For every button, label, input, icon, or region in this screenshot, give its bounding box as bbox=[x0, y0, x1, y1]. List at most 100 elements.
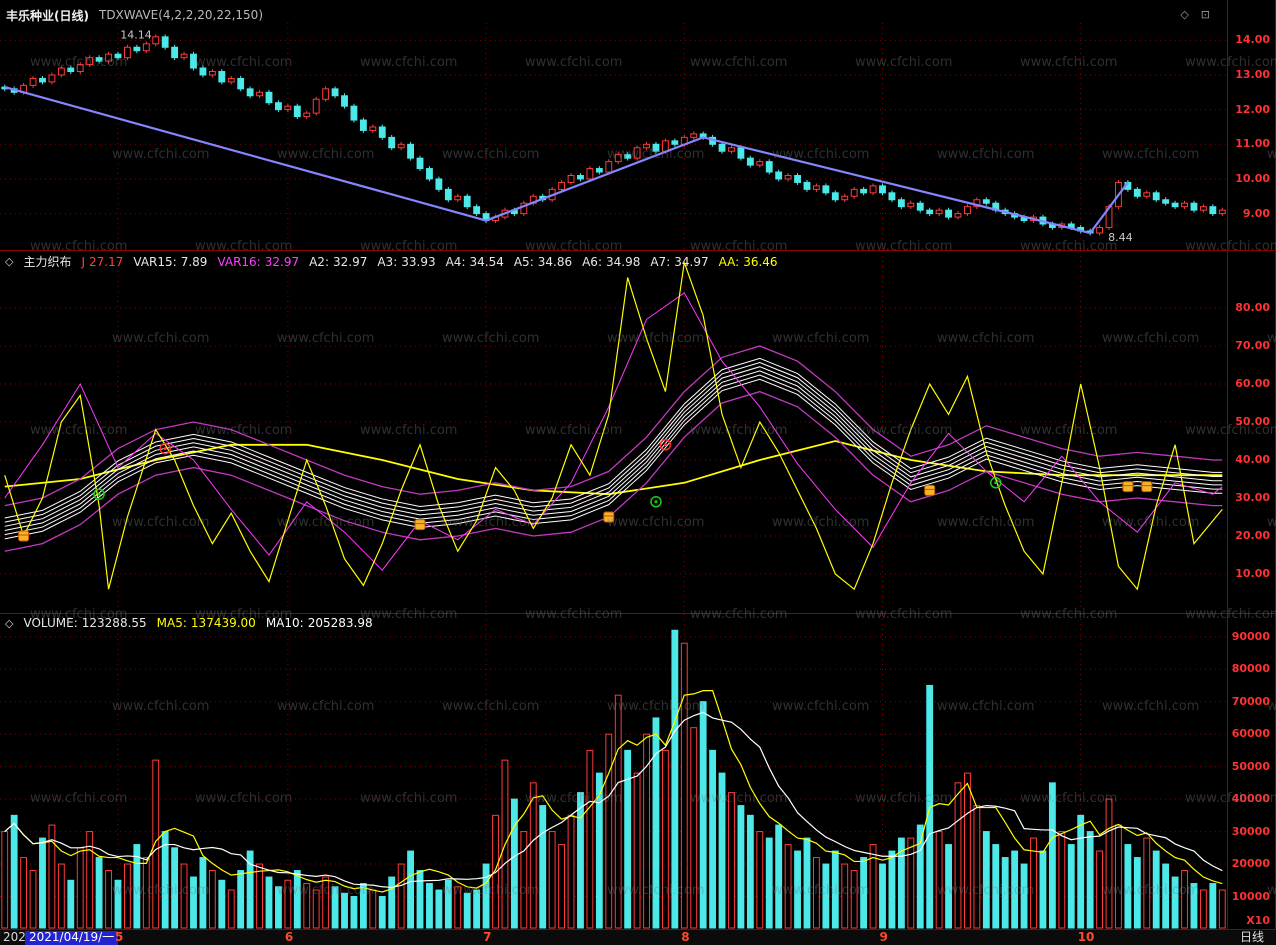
candlestick-plot[interactable]: 14.14 8.44 bbox=[0, 23, 1227, 250]
candle-body bbox=[397, 143, 405, 149]
volume-bar bbox=[1030, 837, 1037, 929]
volume-bar bbox=[860, 857, 868, 929]
candle-panel: 14.14 8.44 14.00 13.00 12.00 11.00 10.00 9.00 bbox=[0, 23, 1276, 250]
marker-bag-icon bbox=[603, 511, 615, 523]
axis-tick: 80000 bbox=[1231, 662, 1270, 676]
volume-bar bbox=[265, 876, 273, 929]
volume-bar bbox=[426, 883, 433, 929]
volume-bar bbox=[284, 879, 292, 929]
volume-bar bbox=[171, 847, 179, 929]
indicator-value: A7: 34.97 bbox=[650, 254, 709, 269]
volume-bar bbox=[992, 844, 1000, 929]
volume-bar bbox=[548, 831, 556, 929]
candle-body bbox=[728, 147, 735, 152]
volume-bar bbox=[973, 805, 981, 929]
volume-bar bbox=[907, 837, 915, 929]
candle-body bbox=[76, 64, 84, 73]
ma-line-MA10 bbox=[4, 711, 1223, 889]
candle-body bbox=[624, 154, 632, 159]
volume-bar bbox=[850, 870, 858, 929]
volume-bar bbox=[331, 886, 339, 929]
symbol-title: 丰乐种业(日线) bbox=[6, 8, 89, 23]
diamond-icon[interactable]: ◇ bbox=[1180, 8, 1189, 21]
window-icon[interactable]: ⊡ bbox=[1200, 8, 1210, 21]
candle-body bbox=[850, 188, 858, 197]
volume-bar bbox=[831, 850, 839, 929]
volume-bar bbox=[558, 844, 566, 929]
volume-bar bbox=[841, 863, 849, 929]
candle-body bbox=[275, 102, 282, 111]
candle-body bbox=[293, 105, 301, 118]
volume-bar bbox=[935, 831, 943, 929]
volume-plot[interactable] bbox=[0, 614, 1227, 929]
axis-tick: 30.00 bbox=[1235, 491, 1270, 504]
series-VAR16 bbox=[4, 292, 1223, 571]
volume-bar bbox=[20, 857, 28, 929]
volume-bar bbox=[29, 870, 37, 929]
candle-body bbox=[605, 161, 613, 173]
axis-unit-label: X10 bbox=[1246, 914, 1270, 927]
marker-red-circle-icon bbox=[659, 439, 672, 451]
candle-body bbox=[614, 154, 622, 163]
volume-bar bbox=[1152, 850, 1160, 929]
candle-body bbox=[114, 53, 122, 59]
candle-body bbox=[105, 53, 112, 62]
wave-line bbox=[4, 86, 1129, 235]
indicator-value: VAR16: 32.97 bbox=[217, 254, 300, 269]
volume-bar bbox=[444, 879, 452, 929]
candle-body bbox=[350, 105, 358, 121]
volume-bar bbox=[152, 759, 160, 929]
volume-bar bbox=[416, 870, 424, 929]
volume-bar bbox=[303, 883, 311, 929]
volume-bar bbox=[916, 824, 924, 929]
volume-bar bbox=[48, 824, 56, 929]
series-envelope bbox=[4, 390, 1223, 552]
volume-bar bbox=[378, 896, 386, 929]
volume-bar bbox=[756, 831, 764, 929]
volume-bar bbox=[237, 870, 245, 929]
collapse-diamond-icon[interactable]: ◇ bbox=[5, 255, 14, 268]
volume-bar bbox=[614, 694, 622, 929]
candle-body bbox=[227, 77, 235, 83]
price-axis: 14.00 13.00 12.00 11.00 10.00 9.00 bbox=[1228, 23, 1274, 250]
indicator-value: A4: 34.54 bbox=[445, 254, 504, 269]
series-J bbox=[4, 262, 1223, 591]
axis-tick: 70.00 bbox=[1235, 339, 1270, 352]
date-box: 2021/04/19/一 bbox=[25, 931, 119, 945]
indicator-value: VAR15: 7.89 bbox=[133, 254, 208, 269]
volume-bar bbox=[633, 772, 641, 929]
indicator-name: TDXWAVE(4,2,2,20,22,150) bbox=[98, 8, 263, 22]
volume-bar bbox=[322, 876, 330, 929]
volume-bar bbox=[888, 850, 896, 929]
volume-bar bbox=[879, 863, 886, 929]
volume-bar bbox=[199, 857, 207, 929]
indicator-value: 主力织布 bbox=[23, 255, 72, 269]
month-label: 7 bbox=[483, 930, 492, 944]
marker-green-circle-icon bbox=[994, 481, 998, 485]
candle-body bbox=[888, 192, 896, 201]
collapse-diamond-icon[interactable]: ◇ bbox=[5, 616, 14, 630]
panel-separator bbox=[0, 613, 1276, 614]
candle-body bbox=[671, 140, 679, 145]
series-ribbon bbox=[4, 366, 1223, 527]
volume-bar bbox=[293, 870, 301, 929]
candle-body bbox=[520, 202, 528, 215]
candle-body bbox=[869, 185, 877, 194]
candle-body bbox=[86, 57, 94, 66]
candle-body bbox=[1209, 206, 1217, 215]
volume-bar bbox=[945, 844, 952, 929]
candle-body bbox=[897, 199, 905, 208]
volume-bar bbox=[520, 831, 528, 929]
candle-body bbox=[879, 185, 886, 194]
volume-bar bbox=[95, 857, 103, 929]
indicator-plot[interactable] bbox=[0, 251, 1227, 612]
candle-body bbox=[784, 174, 792, 180]
volume-bar bbox=[246, 850, 254, 929]
axis-tick: 20.00 bbox=[1235, 529, 1270, 542]
axis-border bbox=[1227, 0, 1228, 929]
axis-tick: 10.00 bbox=[1235, 171, 1270, 185]
candle-body bbox=[407, 143, 414, 159]
volume-bar bbox=[982, 831, 990, 929]
period-label[interactable]: 日线 bbox=[1239, 930, 1264, 944]
